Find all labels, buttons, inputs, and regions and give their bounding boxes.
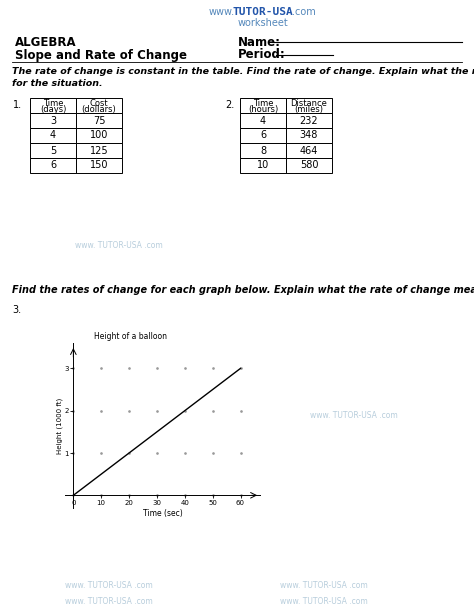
Text: 100: 100: [90, 131, 108, 140]
Text: www.: www.: [209, 7, 235, 17]
Text: Period:: Period:: [238, 48, 286, 61]
Text: 6: 6: [260, 131, 266, 140]
Text: 75: 75: [93, 115, 105, 126]
Text: www. TUTOR-USA .com: www. TUTOR-USA .com: [65, 596, 153, 606]
X-axis label: Time (sec): Time (sec): [143, 509, 182, 518]
Text: 8: 8: [260, 145, 266, 156]
Bar: [76, 113, 122, 128]
Bar: [286, 98, 332, 113]
Text: (dollars): (dollars): [82, 105, 117, 114]
Text: 1.: 1.: [13, 101, 22, 110]
Text: Time: Time: [253, 99, 273, 108]
Bar: [286, 143, 332, 158]
Text: The rate of change is constant in the table. Find the rate of change. Explain wh: The rate of change is constant in the ta…: [12, 67, 474, 77]
Text: Height of a balloon: Height of a balloon: [94, 332, 167, 341]
Text: 3: 3: [50, 115, 56, 126]
Bar: [30, 113, 76, 128]
Bar: [30, 158, 76, 173]
Bar: [76, 158, 122, 173]
Bar: [286, 128, 332, 143]
Bar: [76, 98, 122, 113]
Text: 125: 125: [90, 145, 109, 156]
Text: 580: 580: [300, 161, 318, 170]
Text: 5: 5: [50, 145, 56, 156]
Text: Name:: Name:: [238, 36, 281, 48]
Text: ALGEBRA: ALGEBRA: [15, 36, 77, 48]
Text: 4: 4: [260, 115, 266, 126]
Bar: [240, 143, 286, 158]
Text: www. TUTOR-USA .com: www. TUTOR-USA .com: [310, 411, 398, 419]
Bar: [76, 143, 122, 158]
Text: worksheet: worksheet: [237, 18, 288, 28]
Text: Time: Time: [43, 99, 63, 108]
Bar: [286, 113, 332, 128]
Text: TUTOR-USA: TUTOR-USA: [233, 7, 293, 17]
Text: www. TUTOR-USA .com: www. TUTOR-USA .com: [65, 581, 153, 590]
Y-axis label: Height (1000 ft): Height (1000 ft): [56, 397, 63, 454]
Text: www. TUTOR-USA .com: www. TUTOR-USA .com: [280, 596, 368, 606]
Bar: [30, 143, 76, 158]
Text: 10: 10: [257, 161, 269, 170]
Text: Distance: Distance: [291, 99, 328, 108]
Text: www. TUTOR-USA .com: www. TUTOR-USA .com: [75, 240, 163, 249]
Bar: [240, 128, 286, 143]
Bar: [30, 98, 76, 113]
Text: 3.: 3.: [12, 305, 21, 315]
Text: Find the rates of change for each graph below. Explain what the rate of change m: Find the rates of change for each graph …: [12, 285, 474, 295]
Bar: [30, 128, 76, 143]
Bar: [286, 158, 332, 173]
Text: 4: 4: [50, 131, 56, 140]
Text: for the situation.: for the situation.: [12, 78, 103, 88]
Text: 464: 464: [300, 145, 318, 156]
Text: .com: .com: [292, 7, 316, 17]
Bar: [240, 158, 286, 173]
Bar: [76, 128, 122, 143]
Text: 348: 348: [300, 131, 318, 140]
Text: (days): (days): [40, 105, 66, 114]
Text: 6: 6: [50, 161, 56, 170]
Text: www. TUTOR-USA .com: www. TUTOR-USA .com: [280, 581, 368, 590]
Text: 150: 150: [90, 161, 108, 170]
Bar: [240, 98, 286, 113]
Bar: [240, 113, 286, 128]
Text: Slope and Rate of Change: Slope and Rate of Change: [15, 48, 187, 61]
Text: 232: 232: [300, 115, 319, 126]
Text: 2.: 2.: [225, 101, 234, 110]
Text: (miles): (miles): [294, 105, 323, 114]
Text: (hours): (hours): [248, 105, 278, 114]
Text: Cost: Cost: [90, 99, 109, 108]
